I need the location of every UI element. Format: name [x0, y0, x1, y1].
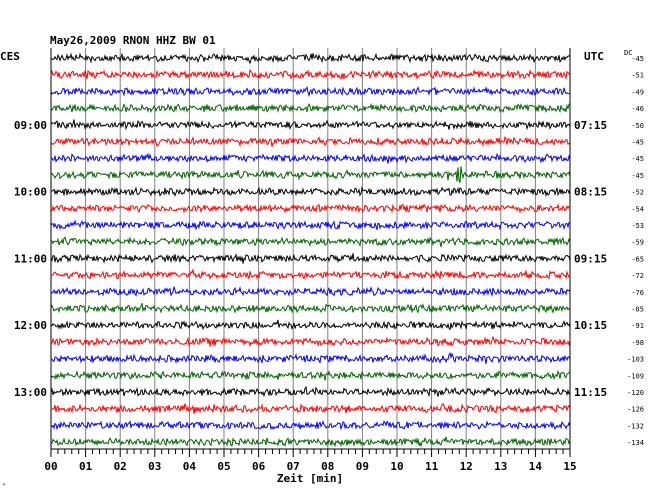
trace-line	[50, 253, 571, 265]
trace-line	[50, 303, 571, 314]
corner-mark: "	[2, 483, 6, 490]
trace-line	[50, 385, 571, 398]
x-axis-label: Zeit [min]	[277, 472, 343, 485]
dc-offset-label: -45	[631, 155, 644, 163]
left-time-labels: 09:00 10:00 11:00 12:00 13:00	[14, 119, 47, 399]
trace-line	[50, 351, 571, 365]
left-zone-label: CES	[0, 50, 20, 63]
dc-offset-label: -120	[627, 389, 644, 397]
x-tick-label: 10	[390, 460, 403, 473]
x-tick-label: 14	[529, 460, 543, 473]
dc-offset-label: -109	[627, 372, 644, 380]
dc-offset-label: -54	[631, 205, 644, 213]
x-tick-label: 06	[252, 460, 266, 473]
trace-line	[50, 369, 571, 381]
right-time-labels: 07:15 08:15 09:15 10:15 11:15	[574, 119, 607, 399]
left-time-label: 09:00	[14, 119, 47, 132]
trace-line	[50, 285, 571, 298]
x-tick-label: 12	[460, 460, 473, 473]
trace-line	[50, 219, 571, 231]
right-time-label: 07:15	[574, 119, 607, 132]
x-tick-label: 07	[287, 460, 300, 473]
x-tick-label: 15	[563, 460, 576, 473]
dc-offset-label: -51	[631, 72, 644, 80]
right-time-label: 10:15	[574, 319, 607, 332]
trace-line	[50, 236, 571, 248]
plot-grid	[50, 48, 571, 449]
trace-line	[50, 202, 571, 214]
trace-line	[50, 402, 571, 414]
left-time-label: 12:00	[14, 319, 47, 332]
dc-offset-label: -59	[631, 239, 644, 247]
x-tick-label: 00	[44, 460, 57, 473]
dc-offset-label: -45	[631, 139, 644, 147]
x-tick-label: 13	[494, 460, 507, 473]
trace-line	[50, 335, 571, 348]
x-tick-label: 05	[217, 460, 230, 473]
x-tick-label: 01	[79, 460, 93, 473]
dc-offset-label: -46	[631, 105, 644, 113]
dc-offset-label: -45	[631, 172, 644, 180]
trace-line	[50, 436, 571, 448]
dc-offset-label: -76	[631, 289, 644, 297]
dc-header-label: DC	[624, 49, 633, 57]
right-time-label: 11:15	[574, 386, 607, 399]
trace-line	[50, 185, 571, 198]
x-tick-label: 11	[425, 460, 439, 473]
dc-offset-label: -53	[631, 222, 644, 230]
trace-line	[50, 166, 571, 183]
dc-offset-label: -103	[627, 356, 644, 364]
dc-offset-label: -50	[631, 122, 644, 130]
x-axis: 00 01 02 03 04 05 06 07 08 09 10 11 12 13 14 15	[44, 448, 577, 473]
right-zone-label: UTC	[584, 50, 604, 63]
dc-offset-label: -91	[631, 322, 644, 330]
dc-offset-label: -98	[631, 339, 644, 347]
right-time-label: 09:15	[574, 252, 607, 265]
chart-title: May26,2009 RNON HHZ BW 01	[50, 34, 216, 47]
right-time-label: 08:15	[574, 186, 607, 199]
trace-line	[50, 85, 571, 98]
x-tick-label: 04	[183, 460, 197, 473]
dc-offset-label: -134	[627, 439, 644, 447]
trace-line	[50, 119, 571, 131]
x-tick-label: 08	[321, 460, 334, 473]
trace-line	[50, 319, 571, 331]
dc-offset-labels: -45 -51 -49 -46 -50 -45 -45 -45 -52 -54 -53 -59 -65 -…	[627, 55, 644, 447]
dc-offset-label: -72	[631, 272, 644, 280]
left-time-label: 10:00	[14, 186, 47, 199]
dc-offset-label: -126	[627, 406, 644, 414]
left-time-label: 13:00	[14, 386, 47, 399]
dc-offset-label: -65	[631, 255, 644, 263]
x-tick-label: 02	[114, 460, 127, 473]
dc-offset-label: -45	[631, 55, 644, 63]
trace-line	[50, 267, 571, 281]
dc-offset-label: -85	[631, 306, 644, 314]
dc-offset-label: -132	[627, 422, 644, 430]
seismic-traces	[50, 52, 571, 448]
trace-line	[50, 420, 571, 431]
dc-offset-label: -49	[631, 88, 644, 96]
dc-offset-label: -52	[631, 189, 644, 197]
trace-line	[50, 68, 571, 80]
trace-line	[50, 102, 571, 114]
trace-line	[50, 135, 571, 148]
trace-line	[50, 52, 571, 65]
x-tick-label: 03	[148, 460, 161, 473]
left-time-label: 11:00	[14, 252, 47, 265]
x-tick-label: 09	[356, 460, 369, 473]
trace-line	[50, 152, 571, 164]
